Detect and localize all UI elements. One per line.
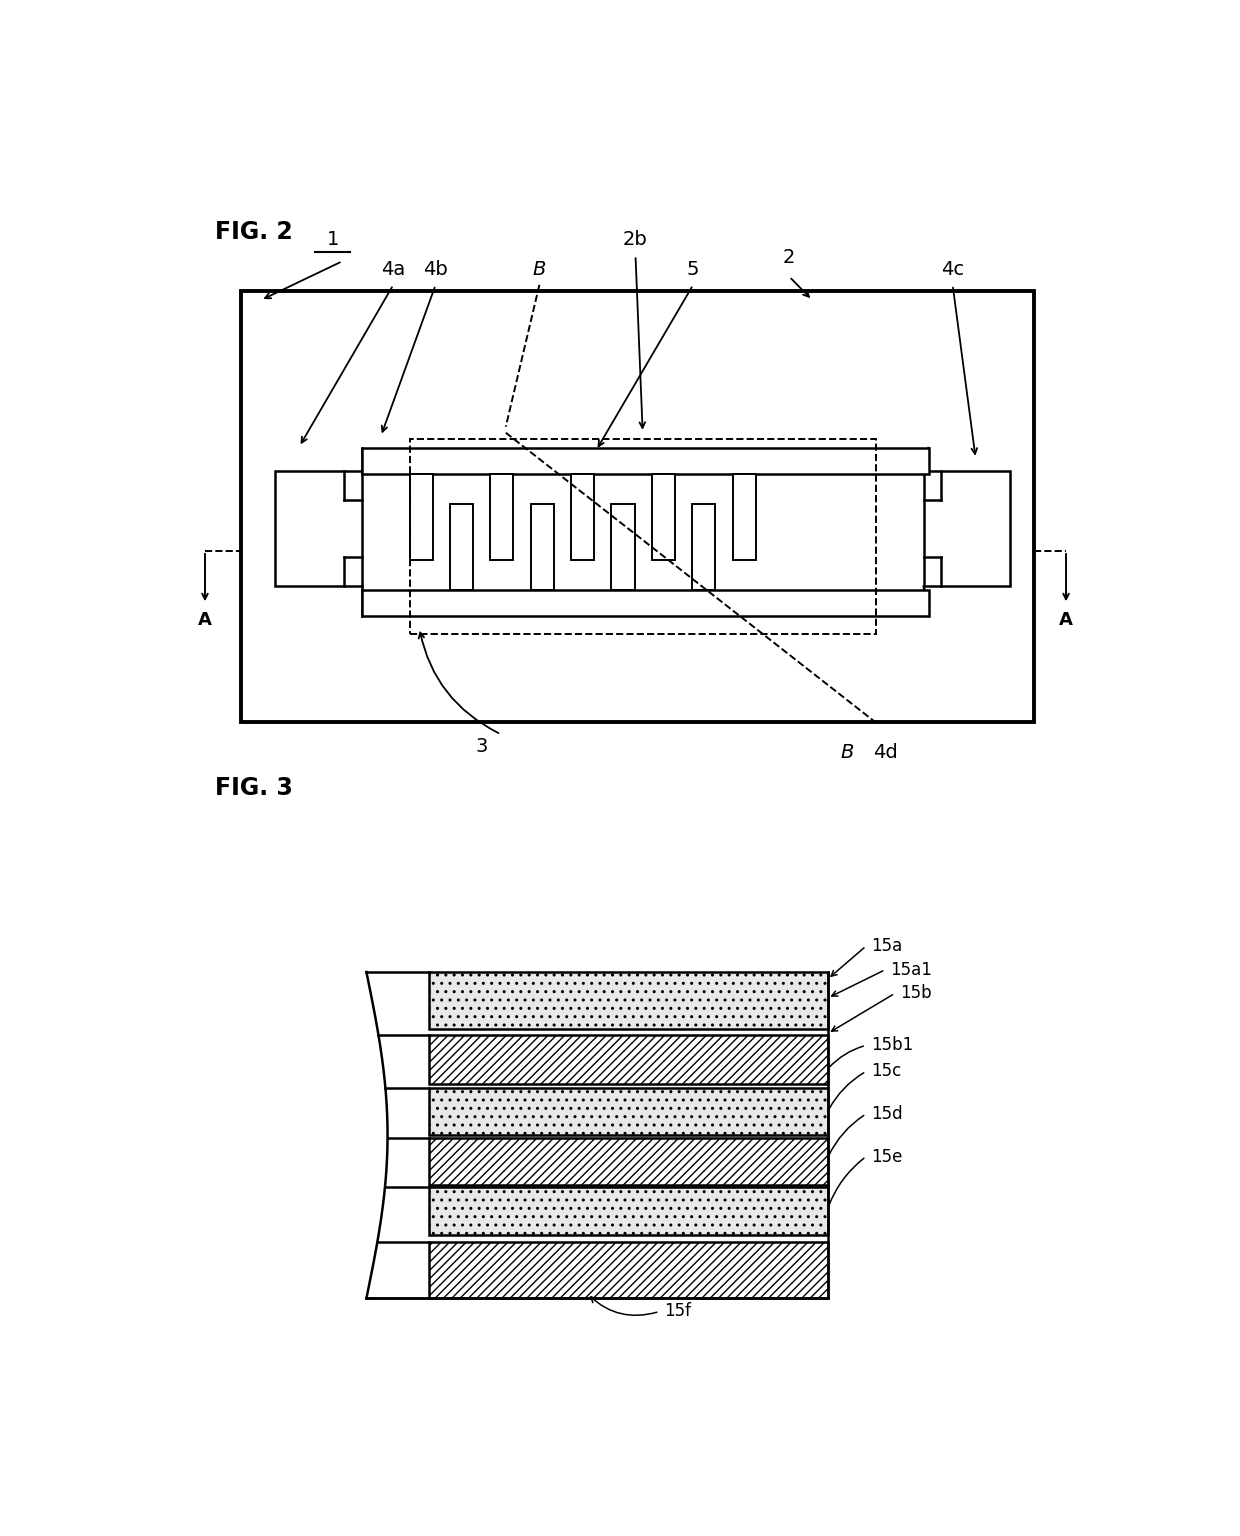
Text: 15d: 15d [870,1104,903,1123]
Text: A: A [1059,611,1073,630]
Bar [572,475,594,561]
Bar [429,1187,828,1235]
Bar [362,449,929,475]
Text: 2: 2 [784,249,795,267]
Text: 2b: 2b [624,230,647,249]
Bar [429,1138,828,1184]
Text: 4c: 4c [941,260,965,280]
Bar [362,590,929,616]
Bar [429,1087,828,1135]
Text: 5: 5 [687,260,699,280]
Bar [409,439,875,634]
Bar [429,1035,828,1084]
Bar [611,504,635,590]
Text: 15b: 15b [900,985,931,1003]
Bar [733,475,755,561]
Text: 4a: 4a [381,260,405,280]
Bar [429,972,828,1029]
Text: 15e: 15e [870,1147,903,1166]
Text: FIG. 3: FIG. 3 [215,776,293,800]
Text: 15f: 15f [665,1303,692,1321]
Text: B: B [533,260,546,280]
Text: 4d: 4d [873,742,898,762]
Text: 15c: 15c [870,1063,901,1080]
Text: 15a1: 15a1 [890,960,932,978]
Text: 15b1: 15b1 [870,1037,913,1054]
Text: 1: 1 [326,230,339,249]
Bar [692,504,715,590]
Bar [429,1241,828,1298]
Text: 4b: 4b [423,260,448,280]
Bar [531,504,554,590]
Text: A: A [198,611,212,630]
Text: FIG. 2: FIG. 2 [215,220,293,244]
Bar [924,470,1011,587]
Bar [409,475,433,561]
Bar [242,290,1034,722]
Text: B: B [841,742,853,762]
Bar [275,470,362,587]
Text: 15a: 15a [870,937,903,955]
Text: 3: 3 [476,737,487,756]
Bar [490,475,513,561]
Bar [450,504,474,590]
Bar [652,475,675,561]
